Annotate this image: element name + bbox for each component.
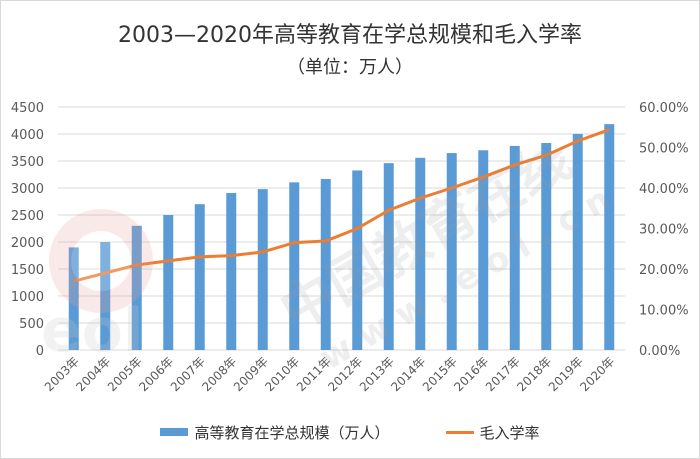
x-tick-label: 2010年 [262, 354, 302, 394]
y-left-tick-label: 500 [19, 317, 44, 332]
x-tick-label: 2020年 [577, 354, 617, 394]
x-tick-label: 2006年 [136, 354, 176, 394]
bar [68, 247, 79, 350]
series-line [73, 128, 610, 283]
y-left-tick-label: 2500 [11, 209, 44, 224]
x-tick-label: 2005年 [105, 354, 145, 394]
chart-subtitle: （单位：万人） [287, 57, 413, 78]
x-tick-label: 2014年 [388, 354, 428, 394]
bar [194, 204, 205, 350]
bar [446, 153, 457, 350]
x-tick-label: 2015年 [420, 354, 460, 394]
y-right-tick-label: 20.00% [639, 263, 689, 278]
x-tick-label: 2007年 [168, 354, 208, 394]
y-left-tick-label: 2000 [11, 236, 44, 251]
x-tick-label: 2013年 [357, 354, 397, 394]
chart-title: 2003—2020年高等教育在学总规模和毛入学率 [118, 23, 582, 48]
y-right-tick-label: 0.00% [639, 344, 680, 359]
y-left-tick-label: 3000 [11, 182, 44, 197]
bar [352, 170, 363, 350]
bar [289, 182, 300, 350]
bar [572, 133, 583, 350]
bar [541, 143, 552, 350]
x-tick-label: 2019年 [546, 354, 586, 394]
bar [478, 150, 489, 350]
y-left-tick-label: 1000 [11, 290, 44, 305]
bar [383, 163, 394, 350]
y-right-tick-label: 60.00% [639, 101, 689, 116]
legend-item-line: 毛入学率 [445, 422, 540, 443]
bar [257, 189, 268, 350]
bar [604, 124, 615, 350]
y-right-tick-label: 50.00% [639, 142, 689, 157]
x-tick-label: 2016年 [451, 354, 491, 394]
y-right-tick-label: 30.00% [639, 223, 689, 238]
x-tick-label: 2003年 [42, 354, 82, 394]
x-tick-label: 2017年 [483, 354, 523, 394]
x-tick-label: 2004年 [73, 354, 113, 394]
legend-swatch-bar [160, 428, 189, 436]
x-tick-label: 2012年 [325, 354, 365, 394]
legend-label-line: 毛入学率 [479, 423, 540, 442]
y-left-tick-label: 4500 [11, 101, 44, 116]
bar [131, 225, 142, 350]
x-tick-label: 2011年 [294, 354, 334, 394]
legend-item-bars: 高等教育在学总规模（万人） [160, 422, 390, 443]
bar [509, 145, 520, 350]
x-tick-label: 2008年 [199, 354, 239, 394]
legend-swatch-line [445, 430, 474, 434]
y-left-tick-label: 1500 [11, 263, 44, 278]
y-left-tick-label: 3500 [11, 155, 44, 170]
x-tick-label: 2018年 [514, 354, 554, 394]
y-left-tick-label: 4000 [11, 128, 44, 143]
bar [320, 178, 331, 350]
y-right-tick-label: 10.00% [639, 304, 689, 319]
x-tick-label: 2009年 [231, 354, 271, 394]
bar [415, 157, 426, 350]
legend-label-bars: 高等教育在学总规模（万人） [194, 423, 390, 442]
y-left-tick-label: 0 [36, 344, 44, 359]
bar [163, 215, 174, 350]
bar [226, 193, 237, 350]
chart-legend: 高等教育在学总规模（万人） 毛入学率 [1, 421, 699, 443]
y-right-tick-label: 40.00% [639, 182, 689, 197]
bar [100, 242, 111, 350]
